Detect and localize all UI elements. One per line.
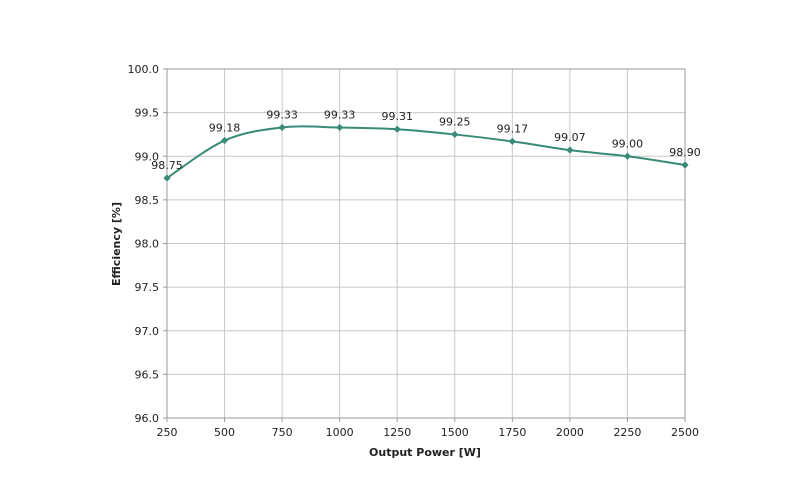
y-tick-label: 97.0 xyxy=(135,325,160,338)
data-point-marker xyxy=(451,130,459,139)
data-point-marker xyxy=(336,123,344,132)
x-tick-label: 1750 xyxy=(498,426,526,439)
y-tick-label: 100.0 xyxy=(128,63,160,76)
data-point-label: 99.07 xyxy=(554,131,586,144)
data-point-label: 99.25 xyxy=(439,115,471,128)
x-tick-label: 250 xyxy=(157,426,178,439)
y-tick-label: 96.5 xyxy=(135,368,160,381)
y-tick-label: 97.5 xyxy=(135,281,160,294)
data-point-label: 99.00 xyxy=(612,137,644,150)
data-point-marker xyxy=(681,161,689,169)
x-tick-label: 500 xyxy=(214,426,235,439)
y-tick-label: 98.5 xyxy=(135,194,160,207)
x-tick-label: 2250 xyxy=(613,426,641,439)
x-tick-label: 2500 xyxy=(671,426,699,439)
x-tick-label: 1500 xyxy=(441,426,469,439)
x-axis-title: Output Power [W] xyxy=(369,446,481,459)
y-tick-label: 99.0 xyxy=(135,150,160,163)
data-point-marker xyxy=(393,125,401,133)
data-point-marker xyxy=(508,137,516,146)
efficiency-line xyxy=(166,125,686,179)
y-tick-label: 98.0 xyxy=(135,238,160,251)
data-point-label: 99.18 xyxy=(209,122,241,135)
grid xyxy=(166,68,686,419)
y-axis-title: Efficiency [%] xyxy=(110,202,123,286)
data-point-label: 98.90 xyxy=(669,146,701,159)
data-point-label: 99.31 xyxy=(381,110,413,123)
x-tick-label: 2000 xyxy=(556,426,584,439)
data-point-marker xyxy=(278,123,286,132)
data-point-label: 99.33 xyxy=(266,108,298,121)
x-tick-label: 1250 xyxy=(383,426,411,439)
data-point-label: 99.33 xyxy=(324,108,356,121)
data-point-label: 98.75 xyxy=(151,159,183,172)
x-tick-label: 750 xyxy=(272,426,293,439)
data-point-marker xyxy=(220,136,229,145)
data-point-marker xyxy=(623,152,632,160)
data-point-marker xyxy=(163,174,171,182)
y-tick-label: 99.5 xyxy=(135,107,160,120)
data-labels: 98.75 99.18 99.33 99.33 99.31 99.25 99.17 99.07… xyxy=(151,108,701,172)
y-tick-label: 96.0 xyxy=(135,412,160,425)
data-point-marker xyxy=(566,146,574,154)
data-point-label: 99.17 xyxy=(497,122,529,135)
x-tick-label: 1000 xyxy=(326,426,354,439)
series xyxy=(163,123,689,182)
axes: 96.0 96.5 97.0 97.5 98.0 98.5 99.0 99.5 100.0 250… xyxy=(128,63,700,439)
